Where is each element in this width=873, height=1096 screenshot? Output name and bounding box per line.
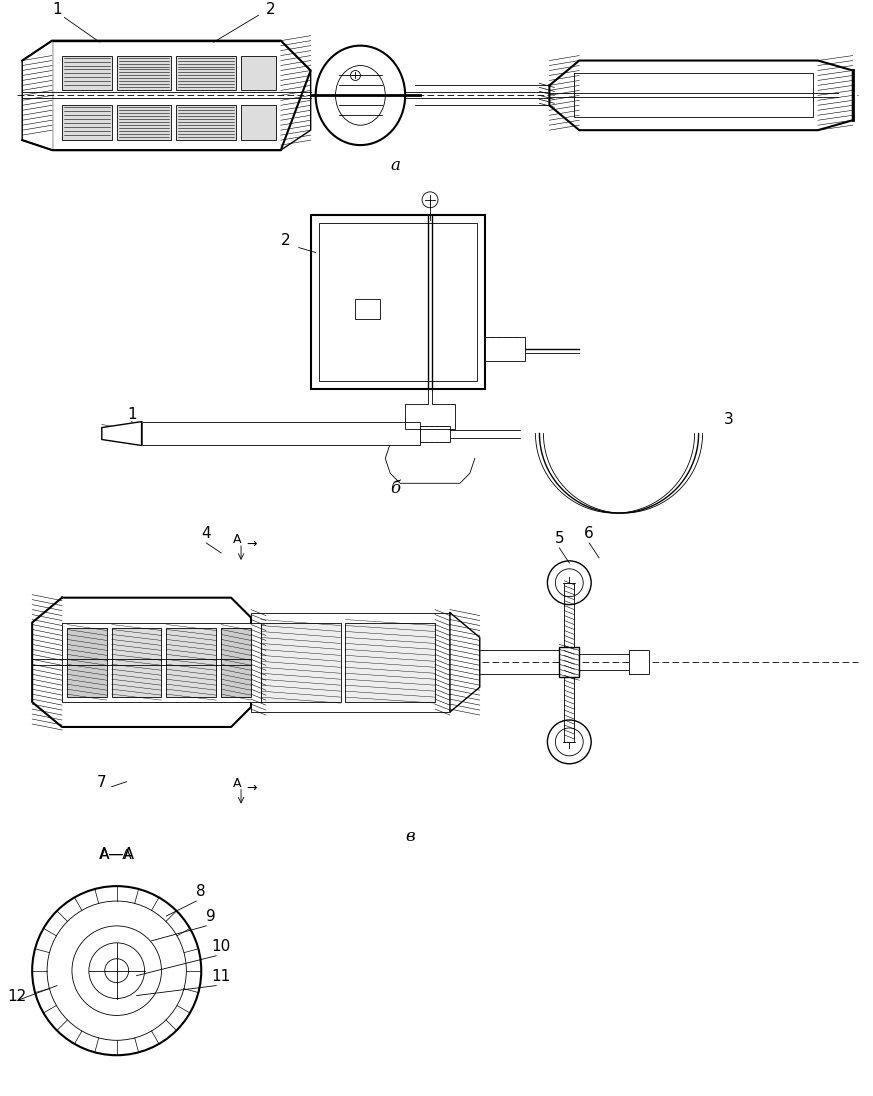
Bar: [629, 650, 649, 674]
Text: б: б: [390, 480, 401, 498]
Text: 8: 8: [196, 884, 206, 899]
Bar: [420, 425, 450, 442]
Bar: [798, 78, 828, 113]
Text: 11: 11: [211, 969, 230, 983]
Text: 3: 3: [724, 412, 733, 426]
Bar: [141, 422, 420, 445]
Bar: [589, 70, 669, 121]
Text: 2: 2: [281, 232, 291, 248]
Text: 1: 1: [127, 407, 136, 422]
Text: А—А: А—А: [99, 847, 134, 863]
Polygon shape: [22, 41, 52, 150]
Text: в: в: [405, 829, 415, 845]
Polygon shape: [281, 41, 311, 150]
Text: а: а: [390, 157, 400, 174]
Bar: [251, 613, 450, 712]
Bar: [52, 41, 281, 150]
Text: 5: 5: [554, 530, 564, 546]
Bar: [117, 105, 171, 140]
Bar: [560, 648, 579, 677]
Text: 12: 12: [8, 989, 27, 1004]
Polygon shape: [32, 597, 251, 727]
Text: A: A: [233, 533, 242, 546]
Bar: [346, 623, 435, 703]
Bar: [221, 628, 251, 697]
Text: 10: 10: [211, 939, 230, 954]
Bar: [67, 628, 107, 697]
Bar: [241, 56, 276, 90]
Bar: [62, 105, 112, 140]
Text: A: A: [233, 777, 242, 789]
Bar: [485, 338, 525, 361]
Text: 6: 6: [584, 526, 594, 541]
Text: А—А: А—А: [100, 848, 133, 863]
Text: 1: 1: [52, 2, 62, 16]
Text: 4: 4: [202, 526, 211, 541]
Bar: [241, 105, 276, 140]
Bar: [564, 662, 574, 742]
Bar: [698, 76, 798, 115]
Text: →: →: [246, 538, 257, 551]
Text: 2: 2: [266, 2, 276, 16]
Bar: [62, 56, 112, 90]
Bar: [62, 623, 261, 703]
Bar: [176, 56, 236, 90]
Polygon shape: [102, 422, 141, 445]
Bar: [117, 56, 171, 90]
Bar: [311, 215, 485, 389]
Polygon shape: [549, 60, 853, 130]
Text: 7: 7: [97, 775, 107, 789]
Bar: [176, 105, 236, 140]
Polygon shape: [450, 613, 480, 712]
Text: →: →: [246, 781, 257, 795]
Bar: [319, 222, 477, 380]
Bar: [564, 583, 574, 662]
Bar: [167, 628, 217, 697]
Bar: [355, 299, 381, 319]
Text: 9: 9: [206, 909, 217, 924]
Bar: [261, 623, 340, 703]
Bar: [112, 628, 162, 697]
